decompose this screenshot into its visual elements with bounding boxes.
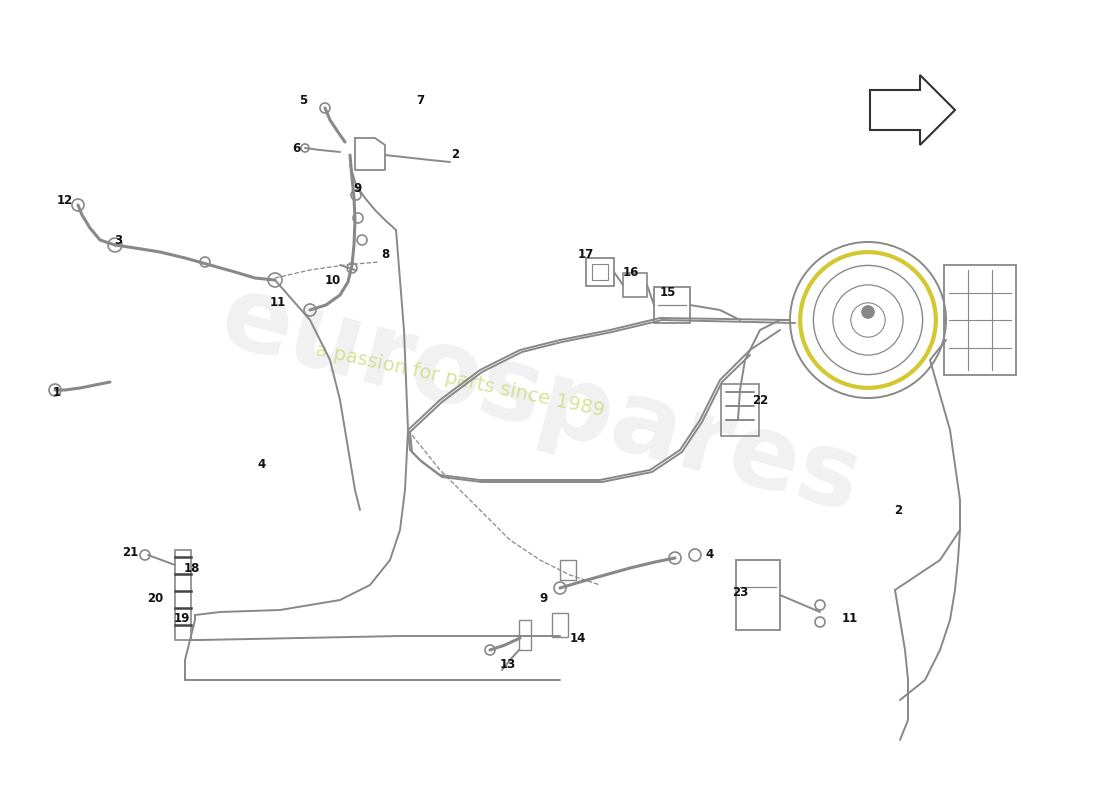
Text: 1: 1: [53, 386, 62, 399]
Text: 16: 16: [623, 266, 639, 278]
Text: 9: 9: [354, 182, 362, 194]
Text: 7: 7: [416, 94, 425, 106]
Text: a passion for parts since 1989: a passion for parts since 1989: [314, 340, 606, 420]
Bar: [944, 265, 1016, 375]
Text: 14: 14: [570, 631, 586, 645]
Text: 2: 2: [451, 149, 459, 162]
Text: 9: 9: [540, 591, 548, 605]
Bar: [586, 258, 614, 286]
Text: 17: 17: [578, 249, 594, 262]
Text: 2: 2: [894, 503, 902, 517]
Text: 10: 10: [324, 274, 341, 286]
Bar: [175, 550, 191, 640]
Text: 13: 13: [499, 658, 516, 671]
Text: 4: 4: [257, 458, 266, 471]
Text: 19: 19: [174, 611, 190, 625]
Bar: [552, 613, 568, 637]
Text: 11: 11: [270, 295, 286, 309]
Text: 18: 18: [184, 562, 200, 574]
Bar: [592, 264, 608, 280]
Bar: [560, 560, 576, 580]
Bar: [736, 560, 780, 630]
Text: 23: 23: [732, 586, 748, 598]
Text: 22: 22: [752, 394, 768, 406]
Bar: [720, 384, 759, 436]
Text: 15: 15: [660, 286, 676, 298]
Bar: [654, 287, 690, 323]
Text: 3: 3: [114, 234, 122, 246]
Bar: [519, 620, 531, 650]
Text: 11: 11: [842, 611, 858, 625]
Text: 12: 12: [57, 194, 73, 206]
Text: 20: 20: [147, 591, 163, 605]
Text: eurospares: eurospares: [209, 266, 871, 534]
Text: 21: 21: [122, 546, 139, 558]
Text: 8: 8: [381, 249, 389, 262]
Circle shape: [861, 306, 875, 318]
Text: 5: 5: [299, 94, 307, 106]
Bar: [623, 273, 647, 297]
Text: 6: 6: [292, 142, 300, 154]
Text: 4: 4: [706, 549, 714, 562]
